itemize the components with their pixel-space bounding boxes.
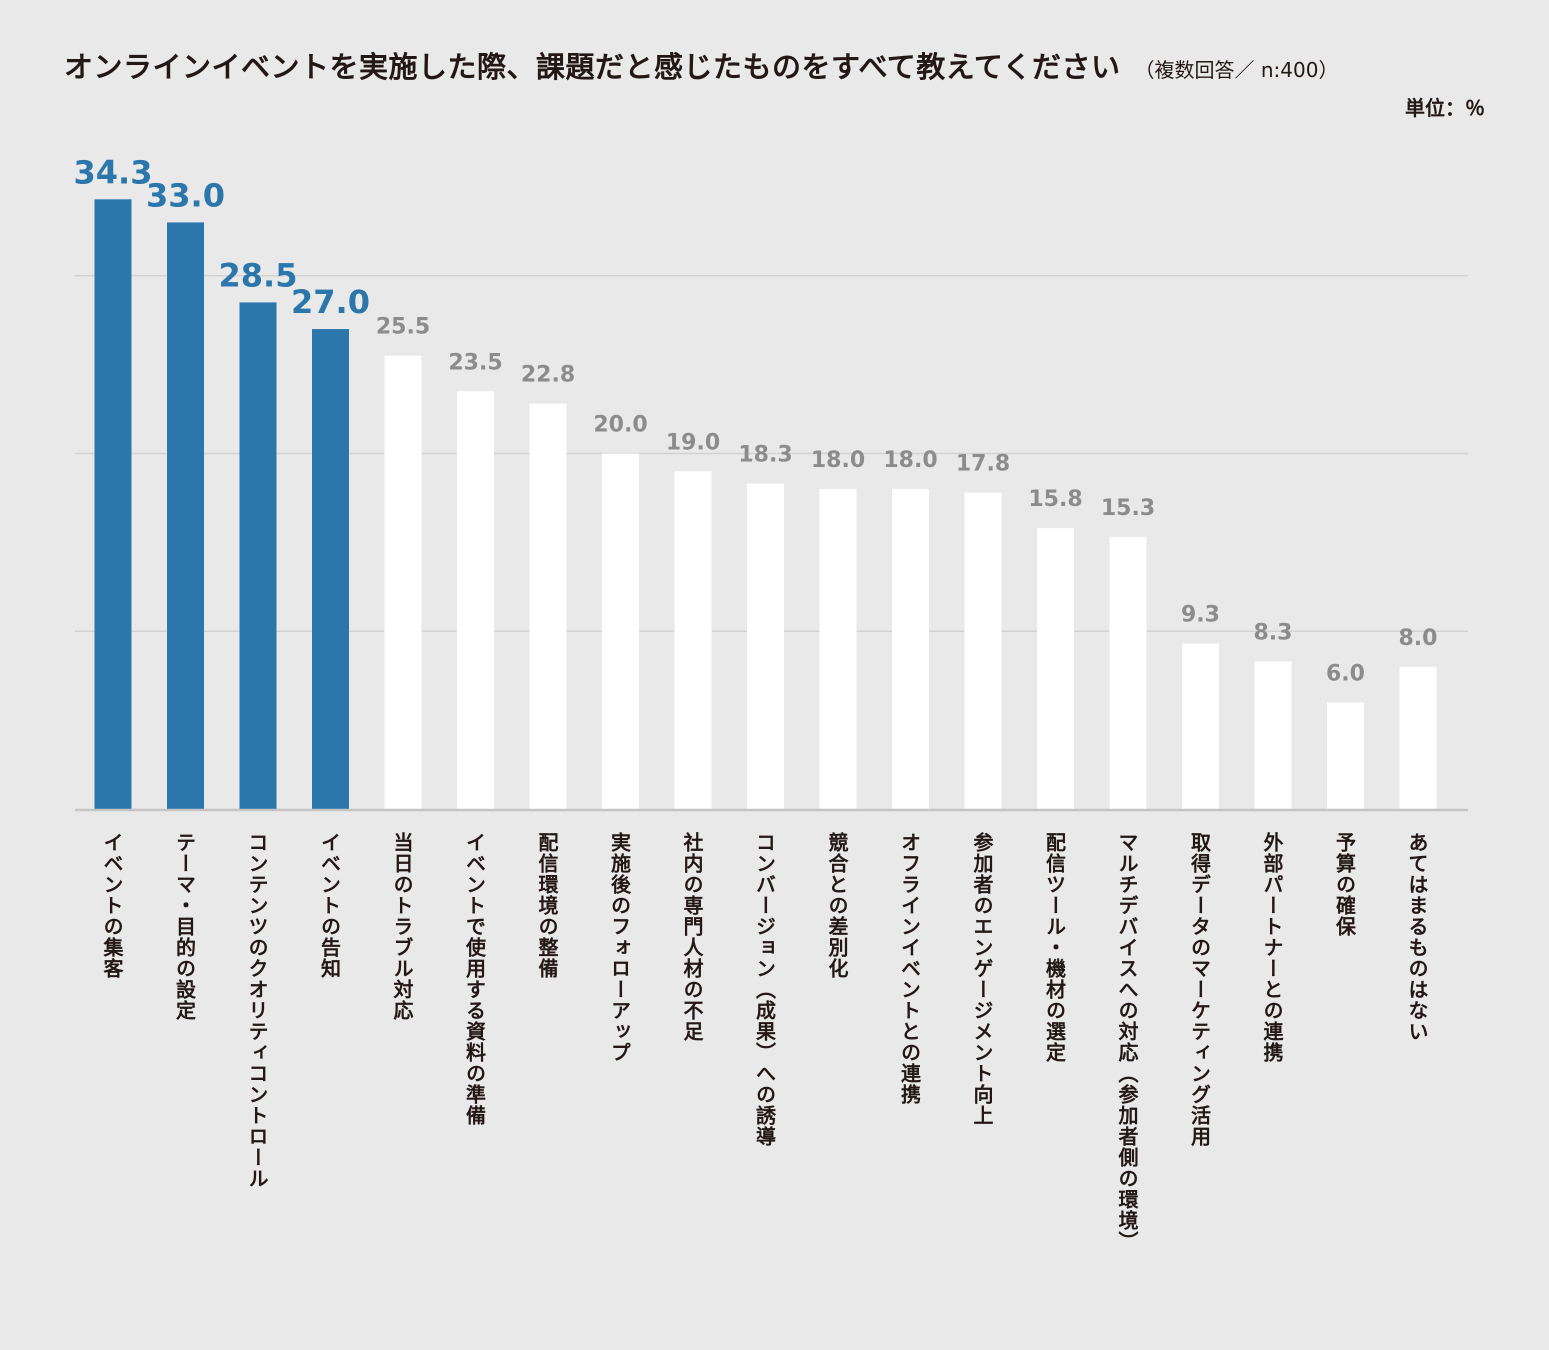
bar [94,199,132,809]
category-label: テーマ・目的の設定 [172,832,197,1021]
bar [1037,528,1074,809]
category-label: 当日のトラブル対応 [390,832,414,1021]
data-label: 18.3 [738,443,792,468]
data-label: 20.0 [593,413,647,438]
category-label: 取得データのマーケティング活用 [1187,832,1212,1147]
data-label: 15.8 [1028,487,1082,512]
bar [1327,702,1364,809]
category-label: オフラインイベントとの連携 [897,832,922,1105]
category-label: イベントの集客 [100,832,124,979]
category-label: 予算の確保 [1332,832,1357,937]
data-label: 19.0 [666,430,720,455]
data-label: 25.5 [376,315,430,340]
category-label: 実施後のフォローアップ [607,832,632,1063]
data-label: 22.8 [521,363,575,388]
bar [602,453,639,809]
data-label: 34.3 [74,153,153,191]
category-label: 配信環境の整備 [535,832,559,979]
category-label: コンバージョン（成果）への誘導 [752,832,777,1147]
bar [239,302,277,809]
category-label: 外部パートナーとの連携 [1260,832,1284,1063]
bar [674,471,712,809]
chart-subtitle: （複数回答／ n:400） [1134,58,1339,82]
data-label: 6.0 [1326,661,1365,686]
bar [312,329,349,809]
bar [747,483,784,809]
category-label: あてはまるものはない [1405,832,1429,1042]
bar [384,355,422,809]
bar [1254,661,1292,809]
bar [1182,643,1219,809]
data-label: 17.8 [956,452,1010,477]
data-label: 9.3 [1181,603,1220,628]
bar [457,391,494,809]
category-label: イベントの告知 [317,832,342,979]
bar [529,403,567,809]
data-label: 18.0 [883,448,937,473]
data-label: 15.3 [1101,496,1155,521]
category-label: イベントで使用する資料の準備 [462,832,487,1126]
data-label: 28.5 [219,256,298,294]
data-label: 8.0 [1399,626,1438,651]
category-label: 参加者のエンゲージメント向上 [970,832,994,1126]
category-label: コンテンツのクオリティコントロール [245,832,269,1189]
data-label: 27.0 [291,283,370,321]
data-label: 33.0 [146,176,225,214]
unit-label: 単位：％ [1405,96,1485,120]
chart-title-row: オンラインイベントを実施した際、課題だと感じたものをすべて教えてください （複数回… [64,44,1338,86]
data-label: 18.0 [811,448,865,473]
data-label: 8.3 [1254,620,1293,645]
bar [964,492,1002,809]
bar [819,489,857,809]
bar [892,489,929,809]
category-label: マルチデバイスへの対応（参加者側の環境） [1115,832,1139,1252]
category-label: 配信ツール・機材の選定 [1042,832,1067,1063]
chart-title: オンラインイベントを実施した際、課題だと感じたものをすべて教えてください [64,50,1121,84]
category-label: 社内の専門人材の不足 [680,832,704,1042]
bar [1399,666,1437,809]
bar [1109,537,1147,809]
category-label: 競合との差別化 [825,832,849,979]
bar [167,222,204,810]
data-label: 23.5 [448,350,502,375]
